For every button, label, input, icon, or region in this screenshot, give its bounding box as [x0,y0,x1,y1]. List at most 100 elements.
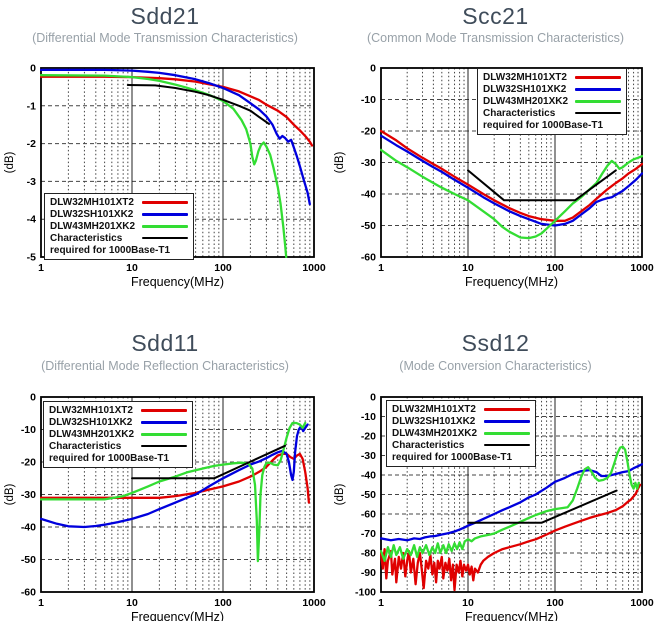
x-tick-label: 1 [378,262,384,274]
y-tick-label: -20 [361,126,376,138]
y-tick-label: -40 [361,189,376,201]
y-tick-label: 0 [370,63,376,75]
legend-label: DLW43MH201XK2 [392,427,478,439]
legend-line-sample [141,420,187,424]
series-red [40,75,314,147]
y-tick-label: -2 [27,138,36,150]
chart-subtitle: (Common Mode Transmission Characteristic… [366,31,624,45]
x-axis-label: Frequency(MHz) [131,610,224,621]
x-axis-label: Frequency(MHz) [131,275,224,289]
chart-legend: DLW32MH101XT2 DLW32SH101XK2 DLW43MH201XK2 C… [386,400,536,467]
y-axis-label: (dB) [334,483,346,505]
legend-row: Characteristics [50,232,188,244]
chart-plot-scc21: 0 -10 -20 -30 -40 -50 -601 10 100 1000 Frequency(M… [334,63,654,290]
y-tick-label: -80 [361,548,376,560]
chart-panel-sdd11: Sdd11 (Differential Mode Reflection Char… [0,310,330,621]
legend-label: Characteristics [392,439,465,451]
legend-line-sample [575,75,621,79]
series-black [126,84,270,125]
legend-line-sample [575,112,621,114]
y-tick-label: -30 [21,489,36,501]
legend-label: Characteristics [49,440,122,452]
legend-row: DLW32SH101XK2 [392,415,530,427]
legend-label: DLW32SH101XK2 [50,208,134,220]
legend-row: DLW43MH201XK2 [392,427,530,439]
y-axis-label: (dB) [4,151,16,173]
y-tick-label: -60 [21,587,36,599]
chart-panel-ssd12: Ssd12 (Mode Conversion Characteristics) … [330,310,661,621]
legend-label: DLW32MH101XT2 [392,403,476,415]
legend-label: DLW43MH201XK2 [49,428,135,440]
y-tick-label: -50 [361,489,376,501]
legend-label: DLW43MH201XK2 [483,95,569,107]
legend-row: required for 1000Base-T1 [49,452,187,464]
x-tick-label: 100 [214,597,232,609]
y-tick-label: -50 [361,220,376,232]
y-tick-label: -30 [361,157,376,169]
chart-subtitle: (Mode Conversion Characteristics) [399,359,592,373]
x-tick-label: 1000 [630,597,654,609]
legend-label: DLW32MH101XT2 [50,196,134,208]
legend-line-sample [142,224,188,228]
y-tick-label: -10 [361,94,376,106]
chart-legend: DLW32MH101XT2 DLW32SH101XK2 DLW43MH201XK2 C… [44,193,194,260]
legend-label: DLW32SH101XK2 [392,415,476,427]
legend-row: Characteristics [392,439,530,451]
legend-label: Characteristics [50,232,123,244]
legend-row: required for 1000Base-T1 [483,119,621,131]
plot-border [380,396,643,593]
series-green [380,445,640,562]
chart-panel-scc21: Scc21 (Common Mode Transmission Characte… [330,0,661,310]
legend-label: DLW32MH101XT2 [483,71,567,83]
series-red [380,129,643,222]
legend-label: DLW32MH101XT2 [49,404,133,416]
y-tick-label: -20 [21,457,36,469]
y-tick-label: -10 [361,411,376,423]
y-tick-label: -70 [361,528,376,540]
legend-line-sample [484,444,530,446]
y-tick-label: -60 [361,252,376,264]
y-tick-label: -40 [361,470,376,482]
legend-row: DLW43MH201XK2 [483,95,621,107]
legend-line-sample [484,419,530,423]
x-tick-label: 10 [462,262,474,274]
x-axis-label: Frequency(MHz) [465,610,558,621]
x-tick-label: 100 [214,262,232,274]
chart-title: Ssd12 [461,330,530,356]
y-tick-label: -1 [27,100,36,112]
x-axis-label: Frequency(MHz) [465,275,558,289]
x-tick-label: 1 [38,262,44,274]
y-tick-label: -5 [27,252,36,264]
y-tick-label: -90 [361,567,376,579]
x-tick-label: 10 [462,597,474,609]
legend-row: required for 1000Base-T1 [50,244,188,256]
legend-line-sample [141,432,187,436]
y-tick-label: 0 [30,63,36,75]
x-tick-label: 10 [126,597,138,609]
x-tick-label: 1 [378,597,384,609]
legend-label: DLW32SH101XK2 [483,83,567,95]
legend-line-sample [142,212,188,216]
x-tick-label: 100 [546,597,564,609]
x-tick-label: 10 [126,262,138,274]
y-axis-label: (dB) [4,483,16,505]
y-tick-label: 0 [30,392,36,404]
legend-label: DLW43MH201XK2 [50,220,136,232]
y-tick-label: -3 [27,176,36,188]
chart-legend: DLW32MH101XT2 DLW32SH101XK2 DLW43MH201XK2 C… [477,68,627,135]
legend-line-sample [141,445,187,447]
legend-row: DLW32MH101XT2 [483,71,621,83]
y-tick-label: -100 [355,587,376,599]
y-tick-label: -60 [361,509,376,521]
legend-row: DLW43MH201XK2 [49,428,187,440]
chart-title: Sdd21 [130,3,200,29]
x-tick-label: 1 [38,597,44,609]
y-tick-label: -4 [27,214,36,226]
legend-line-sample [142,200,188,204]
chart-panel-sdd21: Sdd21 (Differential Mode Transmission Ch… [0,0,330,310]
plot-border [40,396,315,593]
legend-row: DLW32SH101XK2 [49,416,187,428]
legend-line-sample [575,87,621,91]
chart-subtitle: (Differential Mode Reflection Characteri… [41,359,289,373]
legend-line-sample [141,408,187,412]
